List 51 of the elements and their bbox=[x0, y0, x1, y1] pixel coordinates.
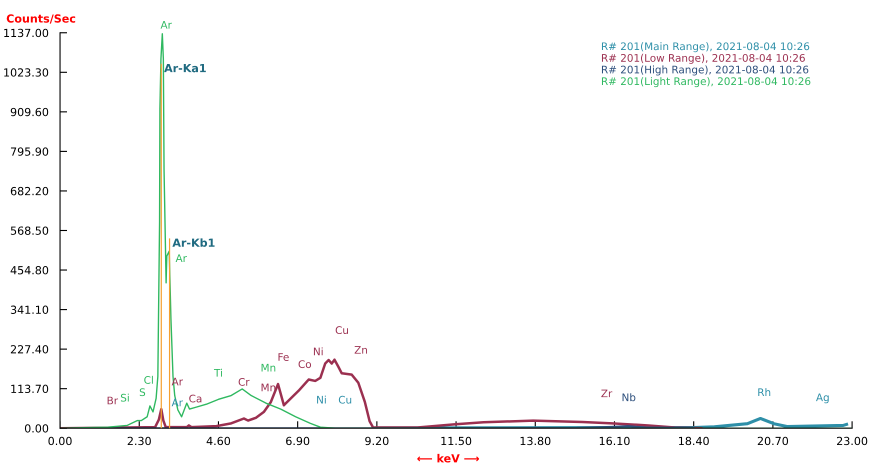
annotation: Ar-Ka1 bbox=[164, 64, 206, 72]
x-tick-label: 18.40 bbox=[679, 436, 709, 446]
text: R# 201(High Range), 2021-08-04 10:26 bbox=[602, 65, 808, 76]
x-tick-label: 0.00 bbox=[48, 436, 72, 446]
x-tick-label: 20.70 bbox=[758, 436, 788, 446]
annotation: Si bbox=[120, 394, 129, 402]
annotation: Ag bbox=[816, 394, 829, 404]
annotation: Cu bbox=[336, 326, 348, 334]
annotation: Ni bbox=[314, 347, 323, 356]
y-tick-label: 909.60 bbox=[10, 108, 48, 116]
annotation: Co bbox=[298, 360, 312, 368]
annotation: Cu bbox=[338, 396, 352, 404]
text: R# 201(Light Range), 2021-08-04 10:26 bbox=[602, 77, 810, 88]
annotation: Br bbox=[108, 396, 118, 404]
annotation: Nb bbox=[622, 393, 636, 402]
annotation: Ar bbox=[176, 254, 187, 262]
x-tick-label: 9.20 bbox=[365, 436, 388, 446]
annotation: Mn bbox=[262, 364, 276, 372]
annotation: Ti bbox=[214, 368, 222, 377]
x-tick-label: 2.30 bbox=[128, 436, 151, 446]
text: Ar bbox=[160, 21, 172, 29]
annotation: Rh bbox=[758, 388, 770, 396]
annotation: Ni bbox=[317, 396, 326, 404]
y-tick-label: 1137.00 bbox=[4, 28, 48, 38]
text: R# 201(Main Range), 2021-08-04 10:26 bbox=[602, 42, 810, 52]
annotation: Fe bbox=[278, 353, 289, 361]
y-axis-title: Counts/Sec bbox=[6, 14, 76, 24]
y-tick-label: 113.70 bbox=[11, 384, 48, 394]
x-tick-label: 16.10 bbox=[600, 436, 630, 446]
y-tick-label: 0.00 bbox=[24, 424, 48, 433]
annotation: S bbox=[140, 388, 146, 396]
text: R# 201(Low Range), 2021-08-04 10:26 bbox=[602, 54, 805, 64]
annotation: Ar-Kb1 bbox=[172, 238, 215, 247]
x-tick-label: 23.00 bbox=[837, 436, 868, 446]
y-tick-label: 568.50 bbox=[10, 226, 48, 235]
annotation: Ca bbox=[189, 394, 202, 402]
y-tick-label: 682.20 bbox=[10, 186, 48, 196]
x-axis-title: ⟵ keV ⟶ bbox=[417, 454, 480, 463]
annotation: Cl bbox=[144, 376, 153, 384]
x-tick-label: 6.90 bbox=[286, 436, 310, 446]
annotation: Cr bbox=[238, 378, 250, 386]
x-tick-label: 13.80 bbox=[520, 436, 550, 446]
y-tick-label: 341.10 bbox=[10, 306, 48, 314]
x-tick-label: 4.60 bbox=[206, 436, 230, 446]
y-tick-label: 454.80 bbox=[10, 266, 48, 274]
y-tick-label: 795.90 bbox=[10, 147, 48, 156]
y-tick-label: 227.40 bbox=[10, 345, 48, 354]
annotation: Zr bbox=[601, 390, 612, 398]
y-tick-label: 1023.30 bbox=[4, 68, 48, 77]
x-tick-label: 11.50 bbox=[441, 436, 472, 446]
annotation: Zn bbox=[354, 346, 368, 354]
